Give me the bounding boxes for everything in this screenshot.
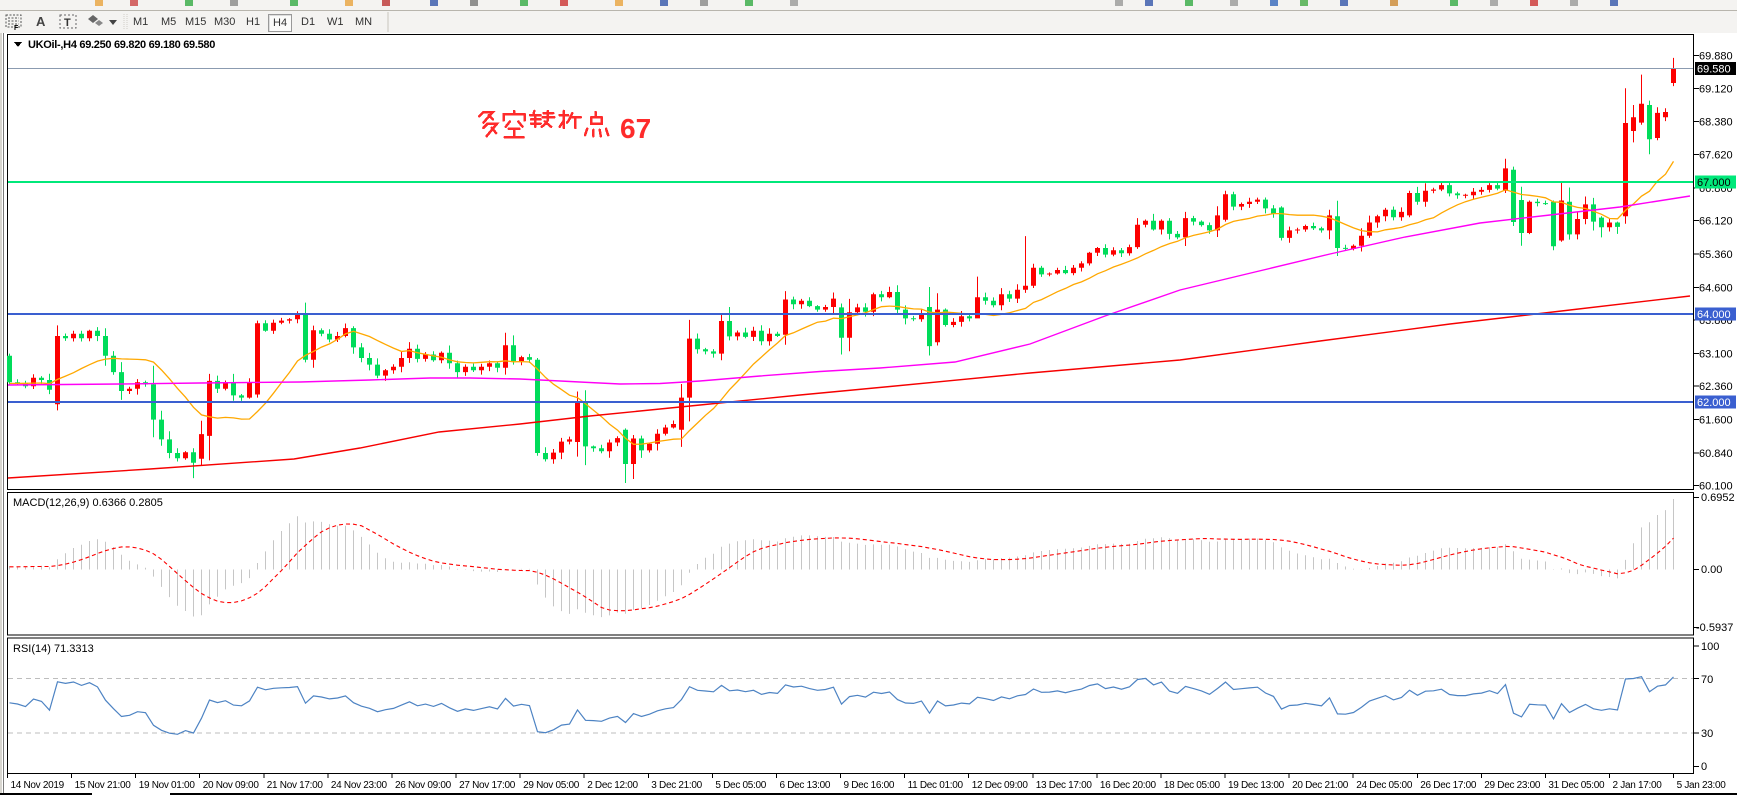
svg-text:19 Nov 01:00: 19 Nov 01:00 xyxy=(139,780,196,791)
svg-text:2 Dec 12:00: 2 Dec 12:00 xyxy=(587,780,638,791)
svg-text:21 Nov 17:00: 21 Nov 17:00 xyxy=(267,780,324,791)
svg-text:18 Dec 05:00: 18 Dec 05:00 xyxy=(1164,780,1221,791)
svg-text:12 Dec 09:00: 12 Dec 09:00 xyxy=(972,780,1029,791)
svg-text:MACD(12,26,9) 0.6366 0.2805: MACD(12,26,9) 0.6366 0.2805 xyxy=(13,497,163,509)
svg-text:67.000: 67.000 xyxy=(1697,177,1731,189)
svg-text:62.360: 62.360 xyxy=(1699,381,1733,393)
svg-text:2 Jan 17:00: 2 Jan 17:00 xyxy=(1613,780,1663,791)
svg-text:0.00: 0.00 xyxy=(1701,564,1722,576)
svg-text:13 Dec 17:00: 13 Dec 17:00 xyxy=(1036,780,1093,791)
svg-text:T: T xyxy=(64,17,71,29)
svg-text:31 Dec 05:00: 31 Dec 05:00 xyxy=(1548,780,1605,791)
svg-text:5 Jan 23:00: 5 Jan 23:00 xyxy=(1677,780,1727,791)
svg-text:-0.5937: -0.5937 xyxy=(1696,622,1733,634)
svg-text:UKOil-,H4 69.250 69.820 69.18: UKOil-,H4 69.250 69.820 69.180 69.580 xyxy=(28,39,215,51)
svg-text:66.120: 66.120 xyxy=(1699,216,1733,228)
svg-text:63.100: 63.100 xyxy=(1699,349,1733,361)
svg-text:69.880: 69.880 xyxy=(1699,50,1733,62)
svg-text:F: F xyxy=(14,25,19,32)
svg-text:20 Nov 09:00: 20 Nov 09:00 xyxy=(203,780,260,791)
svg-text:6 Dec 13:00: 6 Dec 13:00 xyxy=(780,780,831,791)
svg-text:27 Nov 17:00: 27 Nov 17:00 xyxy=(459,780,516,791)
svg-text:11 Dec 01:00: 11 Dec 01:00 xyxy=(908,780,964,791)
svg-text:68.380: 68.380 xyxy=(1699,116,1733,128)
svg-text:67: 67 xyxy=(620,113,651,144)
svg-text:26 Dec 17:00: 26 Dec 17:00 xyxy=(1420,780,1477,791)
svg-text:30: 30 xyxy=(1701,728,1713,740)
svg-text:64.000: 64.000 xyxy=(1697,309,1731,321)
svg-text:20 Dec 21:00: 20 Dec 21:00 xyxy=(1292,780,1349,791)
svg-text:60.100: 60.100 xyxy=(1699,481,1733,493)
svg-text:65.360: 65.360 xyxy=(1699,249,1733,261)
svg-text:3 Dec 21:00: 3 Dec 21:00 xyxy=(651,780,702,791)
svg-text:0: 0 xyxy=(1701,761,1707,773)
svg-text:64.600: 64.600 xyxy=(1699,283,1733,295)
svg-text:100: 100 xyxy=(1701,641,1719,653)
svg-text:24 Nov 23:00: 24 Nov 23:00 xyxy=(331,780,388,791)
svg-text:RSI(14) 71.3313: RSI(14) 71.3313 xyxy=(13,643,94,655)
svg-text:19 Dec 13:00: 19 Dec 13:00 xyxy=(1228,780,1285,791)
svg-text:0.6952: 0.6952 xyxy=(1701,492,1735,504)
svg-text:14 Nov 2019: 14 Nov 2019 xyxy=(11,780,65,791)
svg-text:61.600: 61.600 xyxy=(1699,415,1733,427)
svg-text:70: 70 xyxy=(1701,674,1713,686)
svg-text:69.580: 69.580 xyxy=(1697,64,1731,76)
svg-text:69.120: 69.120 xyxy=(1699,84,1733,96)
svg-text:A: A xyxy=(36,14,46,29)
svg-text:60.840: 60.840 xyxy=(1699,448,1733,460)
svg-text:67.620: 67.620 xyxy=(1699,150,1733,162)
svg-text:15 Nov 21:00: 15 Nov 21:00 xyxy=(75,780,132,791)
svg-text:62.000: 62.000 xyxy=(1697,397,1731,409)
svg-text:16 Dec 20:00: 16 Dec 20:00 xyxy=(1100,780,1157,791)
svg-text:29 Dec 23:00: 29 Dec 23:00 xyxy=(1484,780,1541,791)
svg-text:26 Nov 09:00: 26 Nov 09:00 xyxy=(395,780,452,791)
svg-text:5 Dec 05:00: 5 Dec 05:00 xyxy=(715,780,766,791)
svg-text:29 Nov 05:00: 29 Nov 05:00 xyxy=(523,780,580,791)
svg-text:9 Dec 16:00: 9 Dec 16:00 xyxy=(844,780,895,791)
svg-text:24 Dec 05:00: 24 Dec 05:00 xyxy=(1356,780,1413,791)
